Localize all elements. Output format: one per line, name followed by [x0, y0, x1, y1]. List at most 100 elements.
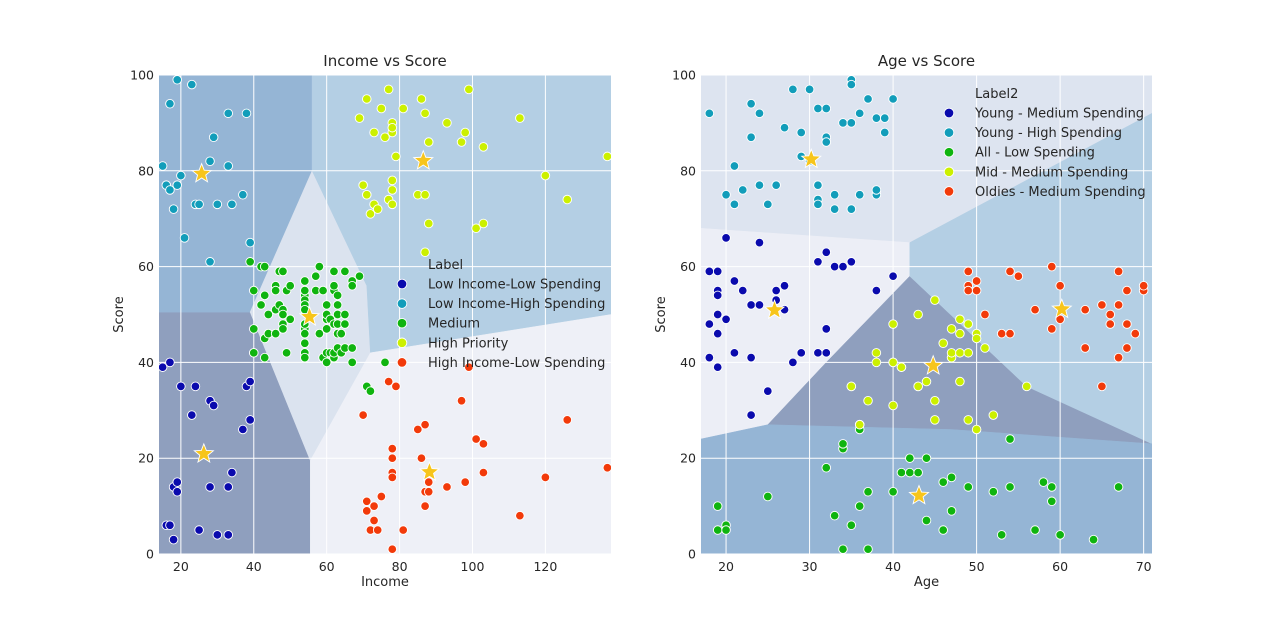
data-point: [227, 467, 237, 478]
data-point: [779, 122, 790, 133]
data-point: [387, 185, 398, 195]
data-point: [478, 467, 489, 478]
data-point: [829, 261, 840, 272]
x-tick-label: 40: [885, 559, 901, 574]
data-point: [863, 486, 873, 497]
data-point: [863, 94, 873, 104]
data-point: [358, 410, 368, 420]
data-point: [938, 477, 948, 487]
data-point: [996, 530, 1007, 540]
x-tick-label: 20: [173, 559, 189, 574]
data-point: [387, 199, 398, 210]
data-point: [369, 501, 379, 511]
data-point: [905, 467, 915, 478]
y-tick-label: 40: [138, 355, 154, 370]
data-point: [245, 376, 255, 387]
data-point: [854, 108, 865, 119]
data-point: [321, 324, 332, 334]
data-point: [913, 381, 923, 392]
data-point: [365, 209, 376, 219]
y-tick-label: 40: [680, 355, 696, 370]
data-point: [921, 515, 932, 526]
data-point: [332, 290, 343, 301]
data-point: [423, 477, 434, 487]
data-point: [263, 309, 274, 320]
data-point: [278, 309, 288, 320]
data-point: [478, 439, 489, 449]
data-point: [704, 319, 715, 329]
data-point: [771, 180, 781, 190]
data-point: [223, 161, 234, 171]
data-point: [602, 463, 611, 473]
data-point: [921, 376, 932, 387]
data-point: [712, 328, 723, 339]
centroid-star: [1051, 297, 1073, 319]
data-point: [562, 194, 573, 205]
data-point: [896, 467, 907, 478]
data-point: [329, 281, 339, 291]
data-point: [1005, 328, 1015, 339]
data-point: [332, 300, 343, 310]
data-point: [754, 300, 765, 310]
legend-entry-label: High Priority: [428, 336, 509, 351]
data-point: [362, 506, 372, 516]
legend-marker: [396, 317, 408, 329]
data-point: [863, 544, 873, 554]
data-point: [165, 357, 175, 368]
y-tick-label: 80: [138, 163, 154, 178]
data-point: [738, 185, 748, 195]
region-oldies-medium-spending: [909, 113, 1152, 445]
data-point: [863, 395, 873, 406]
legend-entry-label: Mid - Medium Spending: [975, 165, 1128, 180]
data-point: [358, 180, 368, 190]
data-point: [187, 410, 197, 420]
data-point: [804, 84, 815, 95]
data-point: [270, 285, 281, 296]
data-point: [821, 247, 832, 257]
data-point: [212, 199, 223, 210]
legend-entry-label: Young - Medium Spending: [974, 107, 1144, 122]
data-point: [329, 266, 339, 277]
data-point: [771, 285, 781, 296]
data-point: [729, 348, 740, 358]
data-point: [813, 199, 823, 210]
legend-marker: [943, 186, 955, 197]
data-point: [1038, 477, 1049, 487]
data-point: [314, 328, 325, 339]
data-point: [413, 424, 423, 435]
data-point: [347, 357, 357, 368]
x-tick-label: 70: [1136, 559, 1152, 574]
data-point: [310, 271, 321, 281]
data-point: [854, 419, 865, 430]
data-point: [1055, 530, 1065, 540]
data-point: [712, 525, 723, 535]
data-point: [460, 127, 470, 138]
data-point: [223, 530, 234, 540]
data-point: [187, 79, 197, 90]
data-point: [340, 309, 350, 320]
data-point: [971, 333, 982, 344]
data-point: [420, 501, 430, 511]
data-point: [245, 257, 255, 267]
data-point: [821, 103, 832, 114]
data-point: [746, 300, 756, 310]
data-point: [391, 151, 401, 162]
data-point: [172, 486, 182, 497]
data-point: [1113, 352, 1124, 363]
y-tick-label: 0: [688, 547, 696, 562]
data-point: [813, 348, 823, 358]
data-point: [278, 266, 288, 277]
data-point: [871, 348, 882, 358]
data-point: [888, 94, 898, 104]
data-point: [194, 199, 204, 210]
data-point: [888, 486, 898, 497]
x-tick-label: 60: [319, 559, 335, 574]
data-point: [387, 544, 398, 554]
data-point: [1122, 285, 1132, 296]
y-tick-label: 100: [672, 68, 696, 83]
data-point: [754, 108, 765, 119]
data-point: [955, 314, 965, 325]
data-point: [1080, 304, 1090, 315]
data-point: [946, 348, 957, 358]
